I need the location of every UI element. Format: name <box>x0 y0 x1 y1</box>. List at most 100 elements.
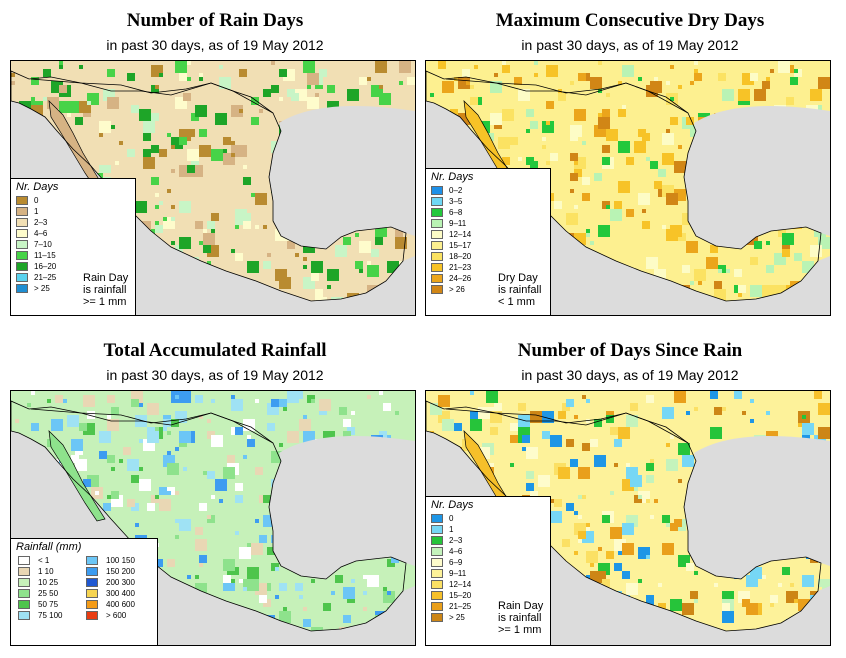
legend-label: 200 300 <box>106 578 135 587</box>
data-cell <box>666 523 670 527</box>
data-cell <box>55 395 63 403</box>
data-cell <box>311 261 323 273</box>
legend-label: 100 150 <box>106 556 135 565</box>
gulf-of-mexico <box>269 436 415 579</box>
data-cell <box>343 237 351 245</box>
data-cell <box>383 591 395 603</box>
data-cell <box>155 495 159 499</box>
legend-label: < 1 <box>38 556 50 565</box>
data-cell <box>143 149 151 157</box>
data-cell <box>279 277 291 289</box>
data-cell <box>151 113 159 121</box>
data-cell <box>454 77 458 81</box>
us-border-line <box>30 78 274 114</box>
legend-swatch <box>431 219 443 228</box>
data-cell <box>558 467 570 479</box>
data-cell <box>399 81 403 85</box>
legend-row: 21–25 <box>426 601 550 612</box>
data-cell <box>578 467 590 479</box>
data-cell <box>646 85 658 97</box>
data-cell <box>339 407 347 415</box>
data-cell <box>462 69 470 77</box>
legend-label: 10 25 <box>38 578 59 587</box>
legend-swatch <box>16 251 28 260</box>
data-cell <box>379 435 383 439</box>
data-cell <box>179 391 191 403</box>
data-cell <box>139 467 143 471</box>
data-cell <box>263 225 267 229</box>
data-cell <box>754 89 766 101</box>
data-cell <box>438 61 446 69</box>
data-cell <box>119 141 123 145</box>
data-cell <box>163 419 171 427</box>
legend-row: > 600 <box>81 610 149 621</box>
data-cell <box>347 89 359 101</box>
data-cell <box>818 579 826 587</box>
legend-label: 400 600 <box>106 600 135 609</box>
data-cell <box>742 411 746 415</box>
data-cell <box>542 145 546 149</box>
legend-row: 50 75 <box>13 599 81 610</box>
legend-row: 400 600 <box>81 599 149 610</box>
legend-row: 0 <box>11 195 135 206</box>
data-cell <box>530 121 538 129</box>
rain-day-note: Rain Day is rainfall >= 1 mm <box>498 600 543 636</box>
data-cell <box>782 249 790 257</box>
data-cell <box>690 591 698 599</box>
map-graphic <box>11 391 415 645</box>
legend-row: 6–9 <box>426 557 550 568</box>
data-cell <box>570 189 574 193</box>
data-cell <box>379 85 383 89</box>
data-cell <box>722 407 726 411</box>
rain-day-note: Rain Day is rainfall >= 1 mm <box>83 272 128 308</box>
data-cell <box>139 439 143 443</box>
note-line: is rainfall <box>498 612 542 624</box>
legend-swatch <box>431 197 443 206</box>
data-cell <box>670 435 674 439</box>
data-cell <box>602 145 610 153</box>
data-cell <box>498 137 510 149</box>
data-cell <box>215 479 227 491</box>
legend-label: 25 50 <box>38 589 59 598</box>
legend-label: > 600 <box>106 611 127 620</box>
data-cell <box>690 81 694 85</box>
data-cell <box>363 607 367 611</box>
data-cell <box>694 61 698 65</box>
data-cell <box>650 515 654 519</box>
data-cell <box>790 77 798 85</box>
data-cell <box>143 133 151 141</box>
data-cell <box>183 467 187 471</box>
data-cell <box>199 503 207 511</box>
data-cell <box>718 73 726 81</box>
data-cell <box>363 591 367 595</box>
data-cell <box>738 89 750 101</box>
data-cell <box>131 475 139 483</box>
data-cell <box>542 121 554 133</box>
data-cell <box>115 161 119 165</box>
data-cell <box>351 411 355 415</box>
data-cell <box>662 153 674 165</box>
data-cell <box>770 69 774 73</box>
legend-row: 0–2 <box>426 185 550 196</box>
data-cell <box>279 443 283 447</box>
data-cell <box>167 189 171 193</box>
legend-label: 9–11 <box>449 219 467 228</box>
data-cell <box>606 551 614 559</box>
legend-label: 2–3 <box>34 218 48 227</box>
data-cell <box>199 555 207 563</box>
data-cell <box>379 101 383 105</box>
data-cell <box>762 285 774 297</box>
legend-row: > 25 <box>11 283 135 294</box>
data-cell <box>171 419 179 427</box>
data-cell <box>99 431 111 443</box>
data-cell <box>207 221 215 229</box>
data-cell <box>219 65 223 69</box>
data-cell <box>127 73 135 81</box>
data-cell <box>31 423 39 431</box>
data-cell <box>558 93 566 101</box>
legend-label: 0 <box>449 514 454 523</box>
data-cell <box>662 225 666 229</box>
data-cell <box>143 121 155 133</box>
panel-title: Number of Days Since Rain <box>517 340 743 361</box>
data-cell <box>802 415 806 419</box>
